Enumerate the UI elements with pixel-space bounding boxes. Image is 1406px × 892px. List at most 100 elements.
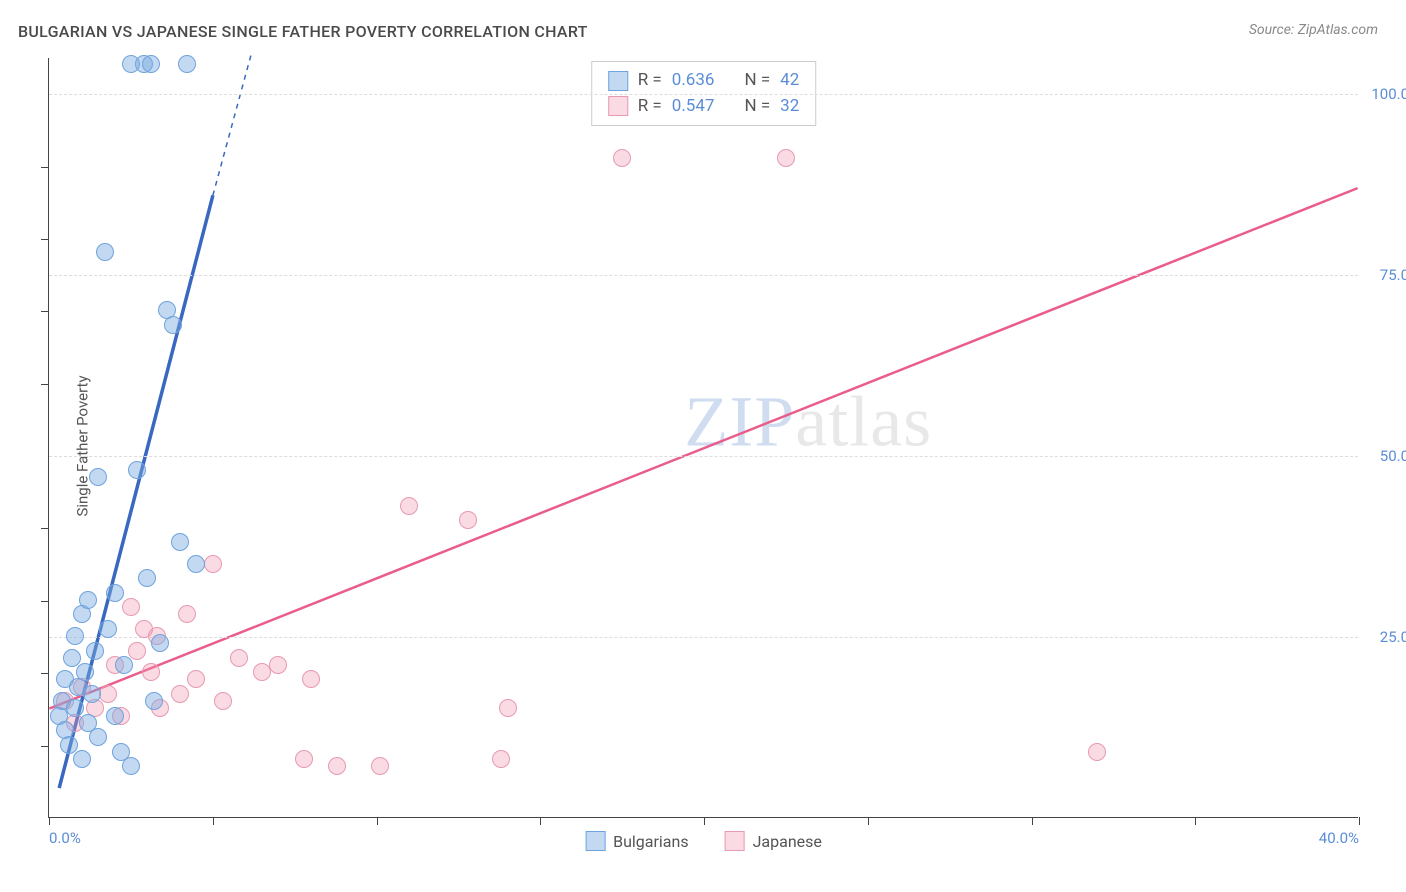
- data-point: [142, 55, 160, 73]
- data-point: [459, 511, 477, 529]
- legend-item-japanese: Japanese: [725, 831, 822, 851]
- x-tick: [540, 817, 541, 825]
- x-tick: [704, 817, 705, 825]
- source-attribution: Source: ZipAtlas.com: [1249, 22, 1378, 38]
- data-point: [230, 649, 248, 667]
- r-label: R =: [638, 94, 662, 120]
- r-value-bulgarians: 0.636: [672, 68, 715, 94]
- legend-label-japanese: Japanese: [753, 832, 822, 851]
- data-point: [115, 656, 133, 674]
- data-point: [128, 461, 146, 479]
- data-point: [63, 649, 81, 667]
- legend-swatch-japanese: [608, 96, 628, 116]
- data-point: [99, 685, 117, 703]
- x-tick: [1195, 817, 1196, 825]
- x-tick-label: 0.0%: [49, 829, 81, 847]
- gridline: [49, 456, 1358, 457]
- gridline: [49, 94, 1358, 95]
- y-minor-tick: [41, 528, 49, 529]
- data-point: [187, 670, 205, 688]
- r-label: R =: [638, 68, 662, 94]
- x-tick: [1032, 817, 1033, 825]
- gridline: [49, 637, 1358, 638]
- data-point: [142, 663, 160, 681]
- data-point: [499, 699, 517, 717]
- legend-row-bulgarians: R = 0.636 N = 42: [608, 68, 800, 94]
- data-point: [138, 569, 156, 587]
- x-tick: [49, 817, 50, 825]
- data-point: [151, 634, 169, 652]
- data-point: [613, 149, 631, 167]
- data-point: [400, 497, 418, 515]
- legend-swatch-bulgarians: [608, 71, 628, 91]
- y-minor-tick: [41, 311, 49, 312]
- data-point: [214, 692, 232, 710]
- data-point: [164, 316, 182, 334]
- y-minor-tick: [41, 673, 49, 674]
- legend-item-bulgarians: Bulgarians: [585, 831, 688, 851]
- data-point: [89, 728, 107, 746]
- y-minor-tick: [41, 239, 49, 240]
- data-point: [178, 605, 196, 623]
- y-minor-tick: [41, 384, 49, 385]
- y-tick-label: 100.0%: [1371, 85, 1406, 103]
- plot-area: ZIPatlas R = 0.636 N = 42 R = 0.547 N = …: [48, 58, 1358, 818]
- n-label: N =: [744, 68, 770, 94]
- n-label: N =: [744, 94, 770, 120]
- data-point: [99, 620, 117, 638]
- chart-container: BULGARIAN VS JAPANESE SINGLE FATHER POVE…: [0, 0, 1406, 892]
- data-point: [60, 736, 78, 754]
- data-point: [83, 685, 101, 703]
- data-point: [253, 663, 271, 681]
- data-point: [295, 750, 313, 768]
- y-minor-tick: [41, 746, 49, 747]
- data-point: [492, 750, 510, 768]
- y-tick-label: 75.0%: [1380, 266, 1406, 284]
- data-point: [178, 55, 196, 73]
- n-value-japanese: 32: [780, 94, 799, 120]
- data-point: [79, 591, 97, 609]
- data-point: [777, 149, 795, 167]
- data-point: [89, 468, 107, 486]
- y-tick-label: 25.0%: [1380, 628, 1406, 646]
- data-point: [66, 699, 84, 717]
- data-point: [106, 584, 124, 602]
- n-value-bulgarians: 42: [780, 68, 799, 94]
- series-legend: Bulgarians Japanese: [585, 831, 822, 851]
- gridline: [49, 275, 1358, 276]
- x-tick: [868, 817, 869, 825]
- data-point: [371, 757, 389, 775]
- legend-swatch-bulgarians: [585, 831, 605, 851]
- data-point: [96, 243, 114, 261]
- data-point: [145, 692, 163, 710]
- data-point: [171, 685, 189, 703]
- data-point: [86, 642, 104, 660]
- data-point: [187, 555, 205, 573]
- data-point: [269, 656, 287, 674]
- data-point: [76, 663, 94, 681]
- x-tick: [213, 817, 214, 825]
- data-point: [128, 642, 146, 660]
- data-point: [122, 598, 140, 616]
- x-tick: [1359, 817, 1360, 825]
- legend-swatch-japanese: [725, 831, 745, 851]
- legend-row-japanese: R = 0.547 N = 32: [608, 94, 800, 120]
- data-point: [171, 533, 189, 551]
- y-minor-tick: [41, 167, 49, 168]
- data-point: [106, 707, 124, 725]
- r-value-japanese: 0.547: [672, 94, 715, 120]
- y-minor-tick: [41, 601, 49, 602]
- data-point: [328, 757, 346, 775]
- data-point: [122, 757, 140, 775]
- data-point: [73, 750, 91, 768]
- data-point: [66, 627, 84, 645]
- data-point: [204, 555, 222, 573]
- regression-lines-svg: [49, 58, 1358, 817]
- x-tick: [377, 817, 378, 825]
- y-tick-label: 50.0%: [1380, 447, 1406, 465]
- chart-title: BULGARIAN VS JAPANESE SINGLE FATHER POVE…: [18, 22, 588, 41]
- data-point: [302, 670, 320, 688]
- legend-label-bulgarians: Bulgarians: [613, 832, 688, 851]
- data-point: [1088, 743, 1106, 761]
- x-tick-label: 40.0%: [1319, 829, 1359, 847]
